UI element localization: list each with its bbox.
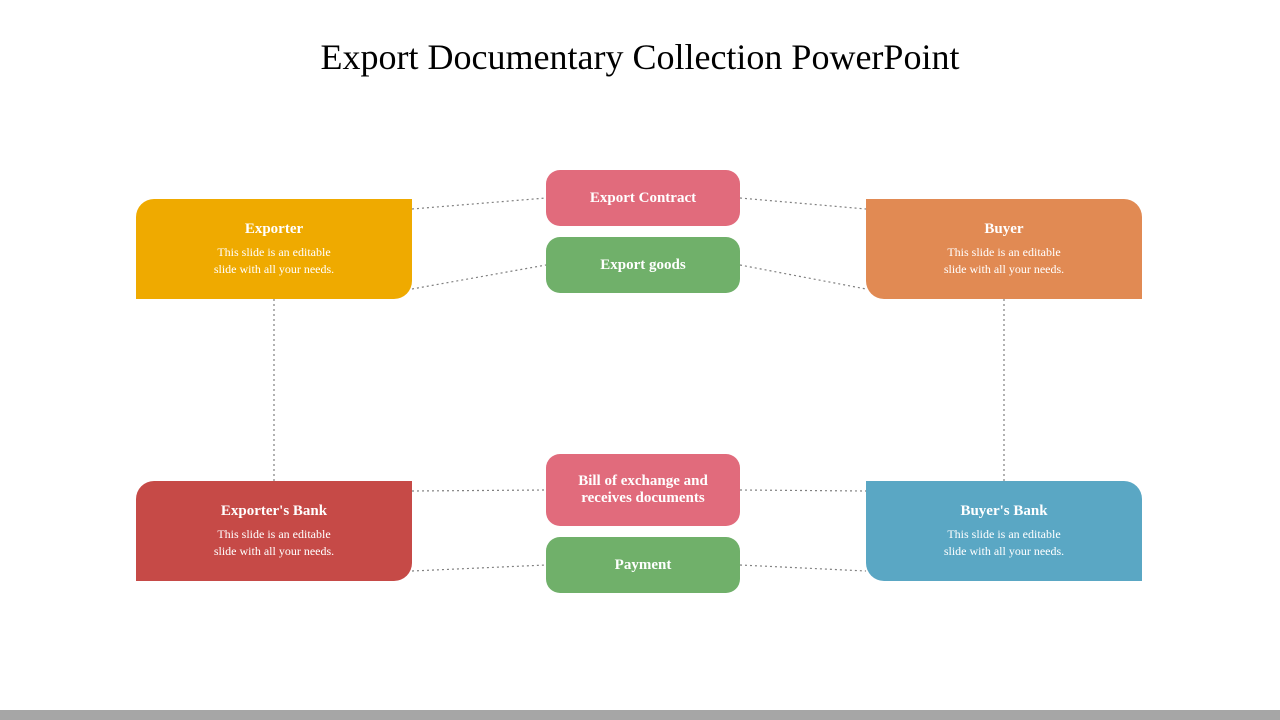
exporter-sub1: This slide is an editable [217,244,330,261]
exporter-title: Exporter [245,221,303,238]
buyers-bank-box: Buyer's Bank This slide is an editable s… [866,481,1142,581]
buyers-bank-sub2: slide with all your needs. [944,543,1064,560]
export-goods-box: Export goods [546,237,740,293]
buyer-sub1: This slide is an editable [947,244,1060,261]
exporters-bank-sub1: This slide is an editable [217,526,330,543]
diagram-canvas: Exporter This slide is an editable slide… [0,0,1280,720]
exporters-bank-title: Exporter's Bank [221,503,327,520]
exporters-bank-box: Exporter's Bank This slide is an editabl… [136,481,412,581]
payment-title: Payment [615,557,672,574]
exporter-sub2: slide with all your needs. [214,261,334,278]
bill-title-2: receives documents [581,490,704,507]
buyer-sub2: slide with all your needs. [944,261,1064,278]
exporters-bank-sub2: slide with all your needs. [214,543,334,560]
connector-lines [0,0,1280,720]
bill-box: Bill of exchange and receives documents [546,454,740,526]
exporter-box: Exporter This slide is an editable slide… [136,199,412,299]
buyer-title: Buyer [984,221,1023,238]
payment-box: Payment [546,537,740,593]
export-contract-box: Export Contract [546,170,740,226]
buyer-box: Buyer This slide is an editable slide wi… [866,199,1142,299]
buyers-bank-title: Buyer's Bank [960,503,1047,520]
bill-title-1: Bill of exchange and [578,473,708,490]
export-contract-title: Export Contract [590,190,696,207]
export-goods-title: Export goods [600,257,685,274]
buyers-bank-sub1: This slide is an editable [947,526,1060,543]
footer-bar [0,710,1280,720]
